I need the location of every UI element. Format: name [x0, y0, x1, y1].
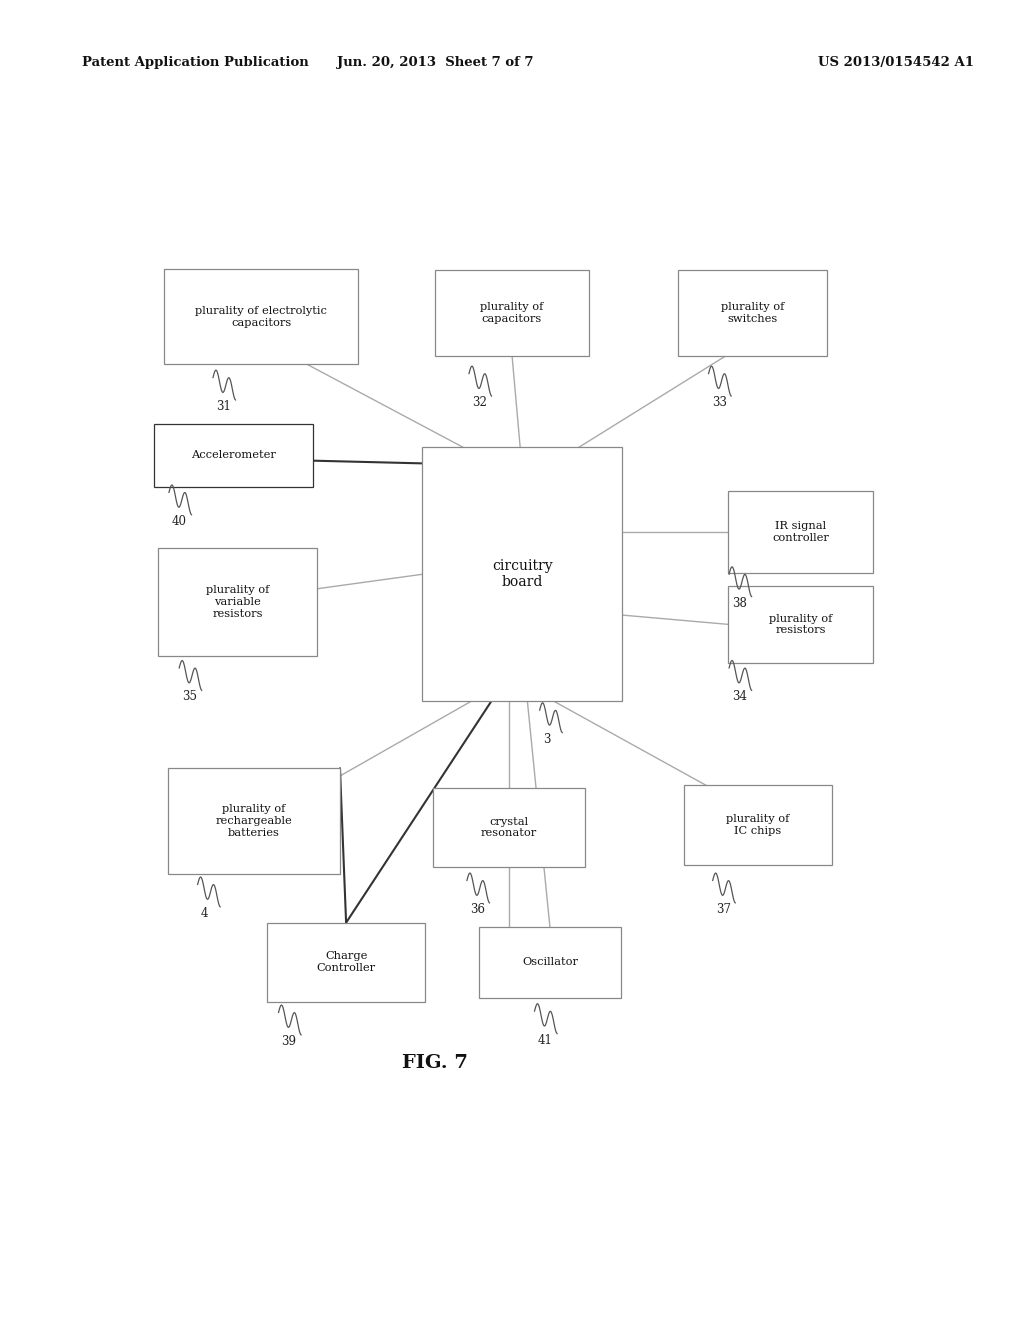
FancyBboxPatch shape — [159, 548, 317, 656]
Text: 38: 38 — [732, 597, 748, 610]
Text: Patent Application Publication: Patent Application Publication — [82, 55, 308, 69]
Text: plurality of
capacitors: plurality of capacitors — [480, 302, 544, 323]
Text: 34: 34 — [732, 690, 748, 704]
FancyBboxPatch shape — [479, 927, 621, 998]
Text: 33: 33 — [712, 396, 727, 409]
Text: US 2013/0154542 A1: US 2013/0154542 A1 — [818, 55, 974, 69]
Text: plurality of
switches: plurality of switches — [721, 302, 784, 323]
Text: Oscillator: Oscillator — [522, 957, 578, 968]
Text: 32: 32 — [472, 396, 487, 409]
Text: plurality of
IC chips: plurality of IC chips — [726, 814, 790, 836]
Text: 31: 31 — [216, 400, 231, 413]
Text: Jun. 20, 2013  Sheet 7 of 7: Jun. 20, 2013 Sheet 7 of 7 — [337, 55, 534, 69]
FancyBboxPatch shape — [728, 586, 873, 663]
Text: plurality of
rechargeable
batteries: plurality of rechargeable batteries — [216, 804, 292, 838]
Text: 37: 37 — [716, 903, 731, 916]
FancyBboxPatch shape — [728, 491, 873, 573]
FancyBboxPatch shape — [164, 269, 358, 364]
Text: IR signal
controller: IR signal controller — [772, 521, 829, 543]
Text: plurality of
variable
resistors: plurality of variable resistors — [206, 585, 269, 619]
Text: Charge
Controller: Charge Controller — [316, 952, 376, 973]
FancyBboxPatch shape — [433, 788, 585, 867]
Text: 3: 3 — [543, 733, 550, 746]
Text: 4: 4 — [201, 907, 208, 920]
Text: 36: 36 — [470, 903, 485, 916]
Text: Accelerometer: Accelerometer — [191, 450, 275, 461]
Text: 40: 40 — [172, 515, 187, 528]
FancyBboxPatch shape — [266, 923, 426, 1002]
Text: plurality of
resistors: plurality of resistors — [769, 614, 833, 635]
Text: 39: 39 — [282, 1035, 297, 1048]
FancyBboxPatch shape — [678, 269, 827, 355]
FancyBboxPatch shape — [422, 447, 622, 701]
FancyBboxPatch shape — [168, 768, 340, 874]
Text: circuitry
board: circuitry board — [492, 560, 553, 589]
Text: FIG. 7: FIG. 7 — [402, 1053, 468, 1072]
Text: crystal
resonator: crystal resonator — [481, 817, 537, 838]
Text: plurality of electrolytic
capacitors: plurality of electrolytic capacitors — [196, 306, 327, 327]
FancyBboxPatch shape — [155, 424, 313, 487]
Text: 35: 35 — [182, 690, 198, 704]
FancyBboxPatch shape — [435, 269, 589, 355]
FancyBboxPatch shape — [684, 785, 831, 865]
Text: 41: 41 — [538, 1034, 553, 1047]
